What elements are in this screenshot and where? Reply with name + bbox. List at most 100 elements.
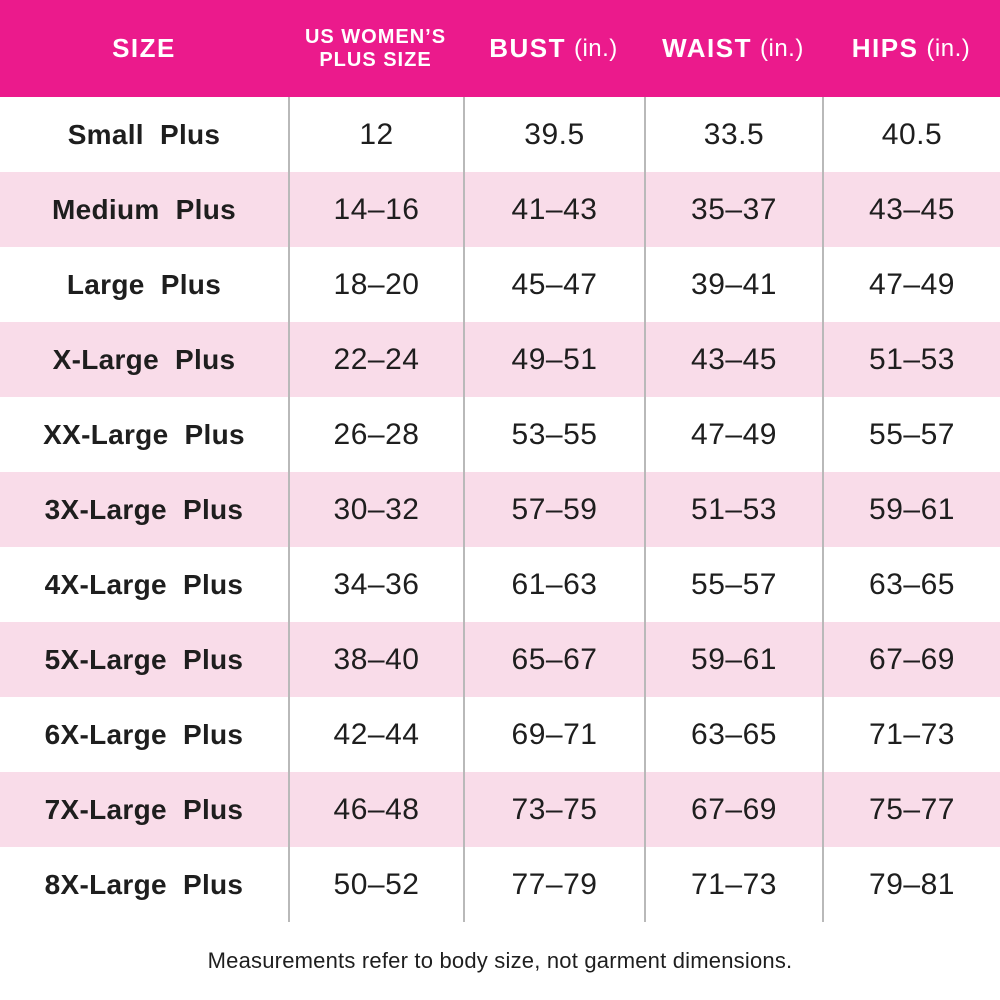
waist-value: 55–57: [691, 567, 777, 601]
column-header-bust: BUST (in.): [463, 0, 644, 97]
table-row: Large Plus 18–20 45–47 39–41 47–49: [0, 247, 1000, 322]
waist-cell: 39–41: [644, 247, 822, 322]
hips-cell: 40.5: [822, 97, 1000, 172]
size-cell: 7X-Large Plus: [0, 772, 288, 847]
bust-value: 41–43: [511, 192, 598, 226]
waist-cell: 33.5: [644, 97, 822, 172]
us-plus-size-value: 18–20: [333, 267, 420, 301]
us-plus-size-value: 42–44: [333, 717, 420, 751]
size-label: X-Large Plus: [52, 343, 236, 375]
waist-cell: 71–73: [644, 847, 822, 922]
us-plus-size-cell: 22–24: [288, 322, 463, 397]
bust-value: 49–51: [511, 342, 598, 376]
bust-cell: 61–63: [463, 547, 644, 622]
size-label: 7X-Large Plus: [44, 793, 244, 825]
waist-value: 47–49: [691, 417, 777, 451]
bust-cell: 49–51: [463, 322, 644, 397]
bust-cell: 45–47: [463, 247, 644, 322]
us-plus-size-cell: 38–40: [288, 622, 463, 697]
column-header-us-plus-size-line1: US WOMEN’S: [304, 25, 447, 48]
us-plus-size-value: 46–48: [333, 792, 420, 826]
column-header-size-label: SIZE: [112, 32, 176, 63]
hips-cell: 63–65: [822, 547, 1000, 622]
us-plus-size-cell: 14–16: [288, 172, 463, 247]
size-label: Medium Plus: [52, 193, 236, 225]
waist-cell: 43–45: [644, 322, 822, 397]
footnote-area: Measurements refer to body size, not gar…: [0, 922, 1000, 1000]
waist-cell: 35–37: [644, 172, 822, 247]
hips-cell: 43–45: [822, 172, 1000, 247]
table-row: XX-Large Plus 26–28 53–55 47–49 55–57: [0, 397, 1000, 472]
hips-value: 75–77: [869, 792, 955, 826]
us-plus-size-cell: 42–44: [288, 697, 463, 772]
hips-value: 79–81: [869, 867, 955, 901]
size-cell: XX-Large Plus: [0, 397, 288, 472]
table-body: Small Plus 12 39.5 33.5 40.5 Medium Plus…: [0, 97, 1000, 922]
us-plus-size-value: 26–28: [333, 417, 420, 451]
size-cell: Medium Plus: [0, 172, 288, 247]
column-header-size: SIZE: [0, 0, 288, 97]
waist-cell: 51–53: [644, 472, 822, 547]
waist-cell: 55–57: [644, 547, 822, 622]
us-plus-size-cell: 34–36: [288, 547, 463, 622]
waist-value: 39–41: [691, 267, 777, 301]
us-plus-size-cell: 18–20: [288, 247, 463, 322]
hips-value: 71–73: [869, 717, 955, 751]
bust-value: 39.5: [524, 117, 585, 151]
size-label: 3X-Large Plus: [44, 493, 244, 525]
table-row: 4X-Large Plus 34–36 61–63 55–57 63–65: [0, 547, 1000, 622]
us-plus-size-cell: 30–32: [288, 472, 463, 547]
bust-cell: 41–43: [463, 172, 644, 247]
us-plus-size-value: 50–52: [333, 867, 420, 901]
waist-value: 63–65: [691, 717, 777, 751]
hips-cell: 47–49: [822, 247, 1000, 322]
bust-cell: 53–55: [463, 397, 644, 472]
size-cell: X-Large Plus: [0, 322, 288, 397]
column-header-hips-label: HIPS: [851, 32, 919, 63]
us-plus-size-cell: 26–28: [288, 397, 463, 472]
us-plus-size-value: 12: [359, 117, 394, 151]
size-label: Large Plus: [66, 268, 222, 300]
hips-cell: 59–61: [822, 472, 1000, 547]
column-header-us-plus-size-line2: PLUS SIZE: [319, 48, 432, 71]
hips-cell: 75–77: [822, 772, 1000, 847]
bust-value: 69–71: [511, 717, 598, 751]
us-plus-size-value: 22–24: [333, 342, 420, 376]
hips-cell: 71–73: [822, 697, 1000, 772]
size-cell: 5X-Large Plus: [0, 622, 288, 697]
size-label: XX-Large Plus: [43, 418, 245, 450]
hips-cell: 51–53: [822, 322, 1000, 397]
waist-cell: 63–65: [644, 697, 822, 772]
us-plus-size-value: 30–32: [333, 492, 420, 526]
us-plus-size-value: 14–16: [333, 192, 420, 226]
us-plus-size-value: 34–36: [333, 567, 420, 601]
size-cell: 8X-Large Plus: [0, 847, 288, 922]
hips-cell: 55–57: [822, 397, 1000, 472]
bust-value: 77–79: [511, 867, 598, 901]
waist-cell: 67–69: [644, 772, 822, 847]
table-row: Small Plus 12 39.5 33.5 40.5: [0, 97, 1000, 172]
table-row: Medium Plus 14–16 41–43 35–37 43–45: [0, 172, 1000, 247]
size-cell: 3X-Large Plus: [0, 472, 288, 547]
waist-cell: 59–61: [644, 622, 822, 697]
table-header: SIZE US WOMEN’S PLUS SIZE BUST (in.) WAI…: [0, 0, 1000, 97]
table-row: 7X-Large Plus 46–48 73–75 67–69 75–77: [0, 772, 1000, 847]
column-header-waist-unit: (in.): [760, 34, 804, 62]
hips-value: 63–65: [869, 567, 955, 601]
waist-value: 43–45: [691, 342, 777, 376]
bust-value: 73–75: [511, 792, 598, 826]
size-cell: Small Plus: [0, 97, 288, 172]
bust-value: 61–63: [511, 567, 598, 601]
bust-cell: 69–71: [463, 697, 644, 772]
waist-value: 33.5: [703, 117, 765, 151]
table-row: X-Large Plus 22–24 49–51 43–45 51–53: [0, 322, 1000, 397]
bust-value: 65–67: [511, 642, 598, 676]
table-row: 3X-Large Plus 30–32 57–59 51–53 59–61: [0, 472, 1000, 547]
hips-value: 47–49: [869, 267, 955, 301]
bust-cell: 73–75: [463, 772, 644, 847]
hips-value: 55–57: [869, 417, 955, 451]
waist-cell: 47–49: [644, 397, 822, 472]
table-row: 6X-Large Plus 42–44 69–71 63–65 71–73: [0, 697, 1000, 772]
size-label: 5X-Large Plus: [44, 643, 244, 675]
